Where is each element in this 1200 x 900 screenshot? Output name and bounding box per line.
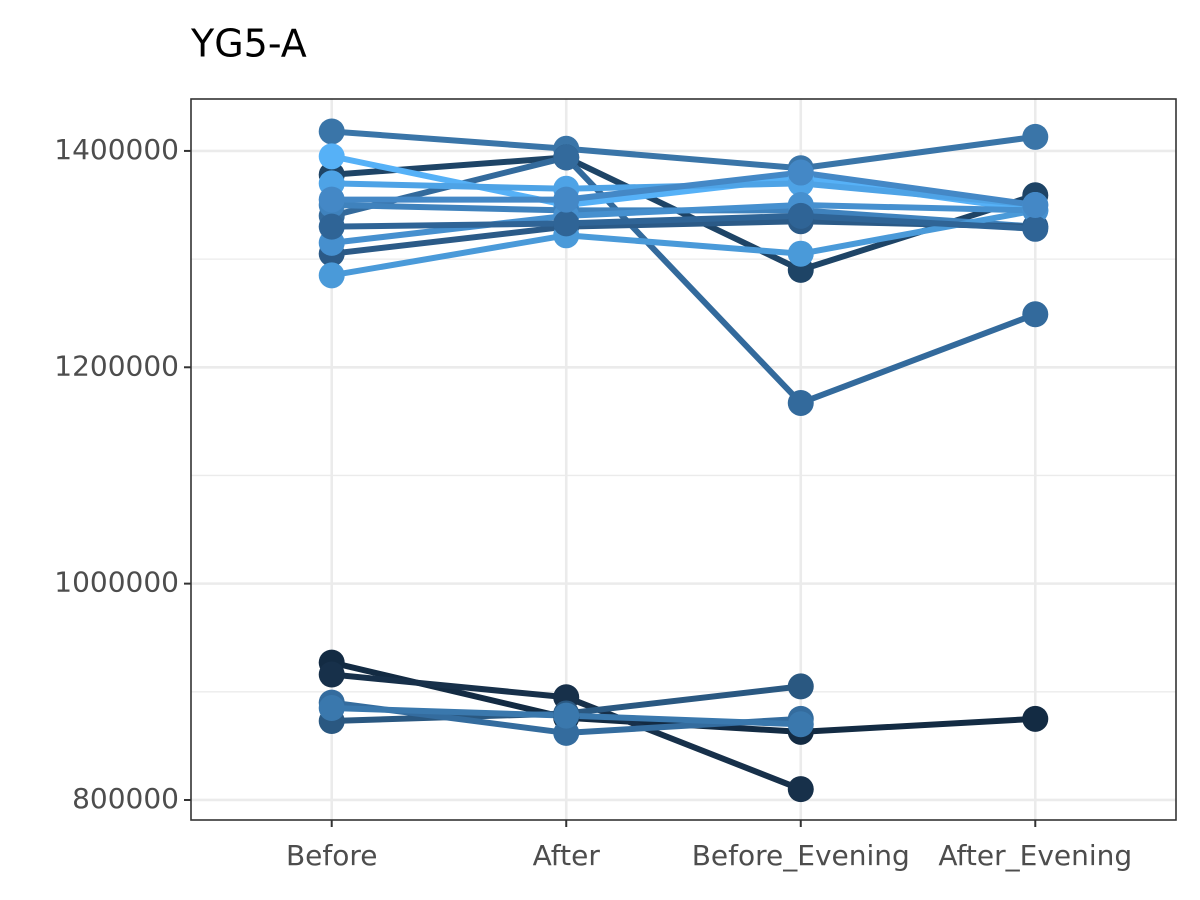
panel-border xyxy=(190,98,1177,821)
y-tick-label: 800000 xyxy=(72,782,179,815)
point xyxy=(318,661,345,688)
point xyxy=(787,159,814,186)
point xyxy=(553,702,580,729)
point xyxy=(318,695,345,722)
point xyxy=(787,776,814,803)
point xyxy=(553,144,580,171)
point xyxy=(553,210,580,237)
point xyxy=(1022,123,1049,150)
point xyxy=(787,711,814,738)
point xyxy=(318,143,345,170)
x-tick-label: Before_Evening xyxy=(692,839,910,872)
point xyxy=(787,240,814,267)
point xyxy=(1022,192,1049,219)
x-tick-label: After_Evening xyxy=(938,839,1132,872)
point xyxy=(318,118,345,145)
point xyxy=(787,389,814,416)
point xyxy=(318,262,345,289)
point xyxy=(1022,301,1049,328)
series-line xyxy=(331,169,1036,208)
point xyxy=(553,186,580,213)
point xyxy=(787,673,814,700)
point xyxy=(1022,705,1049,732)
series-line xyxy=(331,212,1036,232)
point xyxy=(318,186,345,213)
x-tick-label: After xyxy=(533,839,601,872)
y-tick-label: 1400000 xyxy=(54,133,179,166)
series-line xyxy=(331,128,1036,172)
series-line xyxy=(331,207,1036,279)
chart-title: YG5-A xyxy=(190,22,307,66)
series-line xyxy=(331,202,1036,246)
y-tick-label: 1200000 xyxy=(54,349,179,382)
x-tick-label: Before xyxy=(286,839,378,872)
point xyxy=(318,213,345,240)
point xyxy=(787,202,814,229)
point xyxy=(1022,215,1049,242)
y-tick-label: 1000000 xyxy=(54,566,179,599)
